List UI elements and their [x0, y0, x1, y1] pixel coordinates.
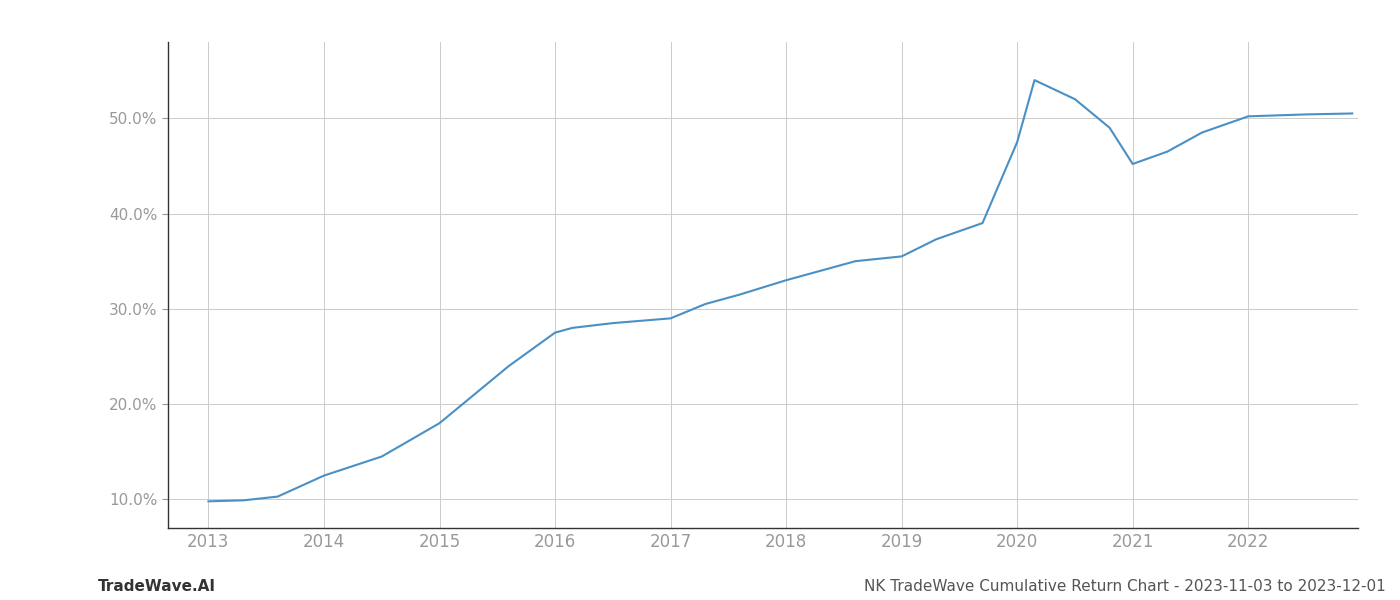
Text: TradeWave.AI: TradeWave.AI — [98, 579, 216, 594]
Text: NK TradeWave Cumulative Return Chart - 2023-11-03 to 2023-12-01: NK TradeWave Cumulative Return Chart - 2… — [864, 579, 1386, 594]
